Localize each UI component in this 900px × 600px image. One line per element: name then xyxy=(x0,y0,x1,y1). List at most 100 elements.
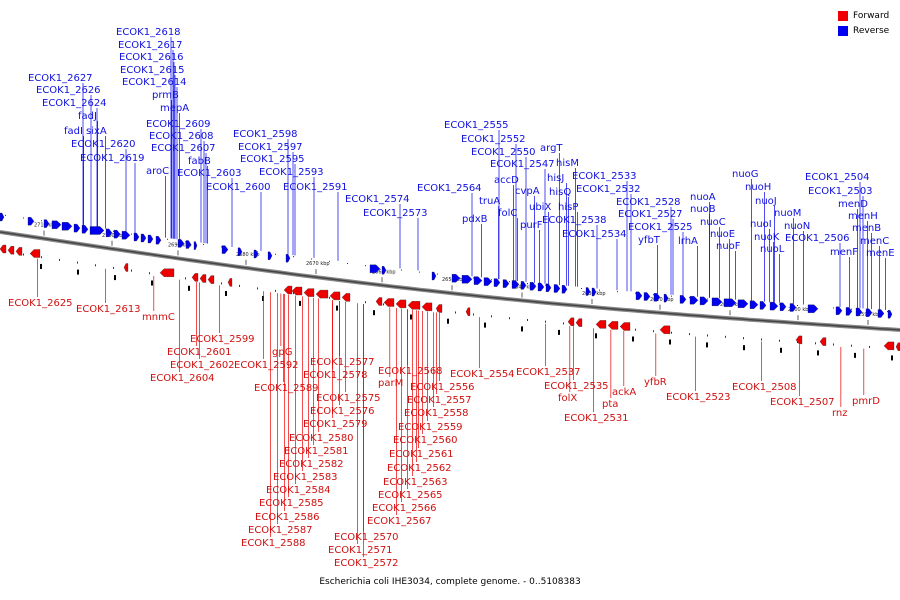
gene-label-ecok1-2619[interactable]: ECOK1_2619 xyxy=(80,153,145,164)
legend-item-forward[interactable]: Forward xyxy=(838,9,900,22)
gene-label-ecok1-2582[interactable]: ECOK1_2582 xyxy=(279,459,344,470)
reverse-gene[interactable] xyxy=(73,223,81,233)
gene-label-ecok1-2600[interactable]: ECOK1_2600 xyxy=(206,182,271,193)
reverse-gene[interactable] xyxy=(769,301,779,311)
gene-label-ecok1-2583[interactable]: ECOK1_2583 xyxy=(273,472,338,483)
forward-gene[interactable] xyxy=(407,301,421,310)
gene-label-ecok1-2598[interactable]: ECOK1_2598 xyxy=(233,129,298,140)
reverse-gene[interactable] xyxy=(193,241,198,250)
gene-label-ecok1-2577[interactable]: ECOK1_2577 xyxy=(310,357,375,368)
gene-label-pdxb[interactable]: pdxB xyxy=(462,214,488,225)
gene-label-mend[interactable]: menD xyxy=(838,199,868,210)
forward-gene[interactable] xyxy=(123,263,129,272)
reverse-gene[interactable] xyxy=(553,284,561,293)
gene-label-ecok1-2592[interactable]: ECOK1_2592 xyxy=(234,360,299,371)
gene-label-ecok1-2547[interactable]: ECOK1_2547 xyxy=(490,159,555,170)
gene-label-nuom[interactable]: nuoM xyxy=(774,208,801,219)
gene-label-ecok1-2560[interactable]: ECOK1_2560 xyxy=(393,435,458,446)
reverse-gene[interactable] xyxy=(155,236,162,245)
forward-gene[interactable] xyxy=(883,341,895,351)
gene-label-hisp[interactable]: hisP xyxy=(558,202,578,213)
forward-gene[interactable] xyxy=(659,325,671,334)
gene-label-ecok1-2599[interactable]: ECOK1_2599 xyxy=(190,334,255,345)
reverse-gene[interactable] xyxy=(0,212,5,222)
reverse-gene[interactable] xyxy=(177,239,185,248)
gene-label-ecok1-2584[interactable]: ECOK1_2584 xyxy=(266,485,331,496)
forward-gene[interactable] xyxy=(395,299,407,309)
reverse-gene[interactable] xyxy=(545,283,552,292)
reverse-gene[interactable] xyxy=(369,264,381,273)
reverse-gene[interactable] xyxy=(511,280,520,289)
forward-gene[interactable] xyxy=(303,288,315,297)
gene-label-folc[interactable]: folC xyxy=(498,208,517,219)
reverse-gene[interactable] xyxy=(520,281,527,290)
reverse-gene[interactable] xyxy=(121,231,131,240)
gene-label-ecok1-2504[interactable]: ECOK1_2504 xyxy=(805,172,870,183)
gene-label-pta[interactable]: pta xyxy=(602,399,618,410)
forward-gene[interactable] xyxy=(435,304,443,313)
forward-gene[interactable] xyxy=(421,302,433,312)
reverse-gene[interactable] xyxy=(865,308,873,317)
gene-label-ecok1-2608[interactable]: ECOK1_2608 xyxy=(149,131,214,142)
legend-item-reverse[interactable]: Reverse xyxy=(838,24,900,37)
gene-label-ecok1-2581[interactable]: ECOK1_2581 xyxy=(284,446,349,457)
gene-label-ecok1-2593[interactable]: ECOK1_2593 xyxy=(259,167,324,178)
gene-label-nuoc[interactable]: nuoC xyxy=(700,217,726,228)
gene-label-ecok1-2568[interactable]: ECOK1_2568 xyxy=(378,366,443,377)
reverse-gene[interactable] xyxy=(789,303,797,312)
gene-label-ecok1-2508[interactable]: ECOK1_2508 xyxy=(732,382,797,393)
reverse-gene[interactable] xyxy=(483,277,493,286)
forward-gene[interactable] xyxy=(465,307,471,316)
forward-gene[interactable] xyxy=(7,246,15,255)
gene-label-menh[interactable]: menH xyxy=(848,211,878,222)
reverse-gene[interactable] xyxy=(679,295,687,304)
gene-label-prmb[interactable]: prmB xyxy=(152,90,179,101)
gene-label-ecok1-2585[interactable]: ECOK1_2585 xyxy=(259,498,324,509)
gene-label-ecok1-2589[interactable]: ECOK1_2589 xyxy=(254,383,319,394)
gene-label-nuok[interactable]: nuoK xyxy=(754,232,780,243)
gene-label-hisj[interactable]: hisJ xyxy=(547,173,564,184)
gene-label-mepa[interactable]: mepA xyxy=(160,103,189,114)
gene-label-ecok1-2506[interactable]: ECOK1_2506 xyxy=(785,233,850,244)
forward-gene[interactable] xyxy=(15,247,23,256)
gene-label-nuoi[interactable]: nuoI xyxy=(750,219,772,230)
gene-label-ecok1-2552[interactable]: ECOK1_2552 xyxy=(461,134,526,145)
gene-label-ecok1-2595[interactable]: ECOK1_2595 xyxy=(240,154,305,165)
gene-label-ecok1-2556[interactable]: ECOK1_2556 xyxy=(410,382,475,393)
gene-label-ecok1-2615[interactable]: ECOK1_2615 xyxy=(120,65,185,76)
reverse-gene[interactable] xyxy=(561,285,568,294)
gene-label-aroc[interactable]: aroC xyxy=(146,166,169,177)
reverse-gene[interactable] xyxy=(643,292,651,301)
gene-label-ecok1-2591[interactable]: ECOK1_2591 xyxy=(283,182,348,193)
forward-gene[interactable] xyxy=(291,286,303,296)
gene-label-menb[interactable]: menB xyxy=(852,223,881,234)
reverse-gene[interactable] xyxy=(43,219,50,228)
reverse-gene[interactable] xyxy=(113,229,121,239)
gene-label-lrha[interactable]: lrhA xyxy=(678,236,698,247)
gene-label-ecok1-2579[interactable]: ECOK1_2579 xyxy=(303,419,368,430)
reverse-gene[interactable] xyxy=(737,299,749,308)
reverse-gene[interactable] xyxy=(887,310,893,319)
gene-label-ecok1-2565[interactable]: ECOK1_2565 xyxy=(378,490,443,501)
reverse-gene[interactable] xyxy=(855,307,863,317)
gene-label-ecok1-2562[interactable]: ECOK1_2562 xyxy=(387,463,452,474)
gene-label-ecok1-2535[interactable]: ECOK1_2535 xyxy=(544,381,609,392)
gene-label-ecok1-2580[interactable]: ECOK1_2580 xyxy=(289,433,354,444)
forward-gene[interactable] xyxy=(207,275,215,284)
reverse-gene[interactable] xyxy=(221,245,229,254)
reverse-gene[interactable] xyxy=(585,287,591,296)
reverse-gene[interactable] xyxy=(807,304,819,313)
gene-label-trua[interactable]: truA xyxy=(479,196,500,207)
forward-gene[interactable] xyxy=(315,289,329,299)
reverse-gene[interactable] xyxy=(81,225,89,234)
reverse-gene[interactable] xyxy=(431,271,437,281)
reverse-gene[interactable] xyxy=(723,298,737,307)
gene-label-nuoh[interactable]: nuoH xyxy=(745,182,771,193)
reverse-gene[interactable] xyxy=(699,296,709,306)
reverse-gene[interactable] xyxy=(493,278,501,287)
reverse-gene[interactable] xyxy=(591,287,597,297)
reverse-gene[interactable] xyxy=(105,228,113,238)
gene-label-sixa[interactable]: sixA xyxy=(86,126,107,137)
gene-label-fadi[interactable]: fadI xyxy=(64,126,83,137)
forward-gene[interactable] xyxy=(895,342,900,351)
